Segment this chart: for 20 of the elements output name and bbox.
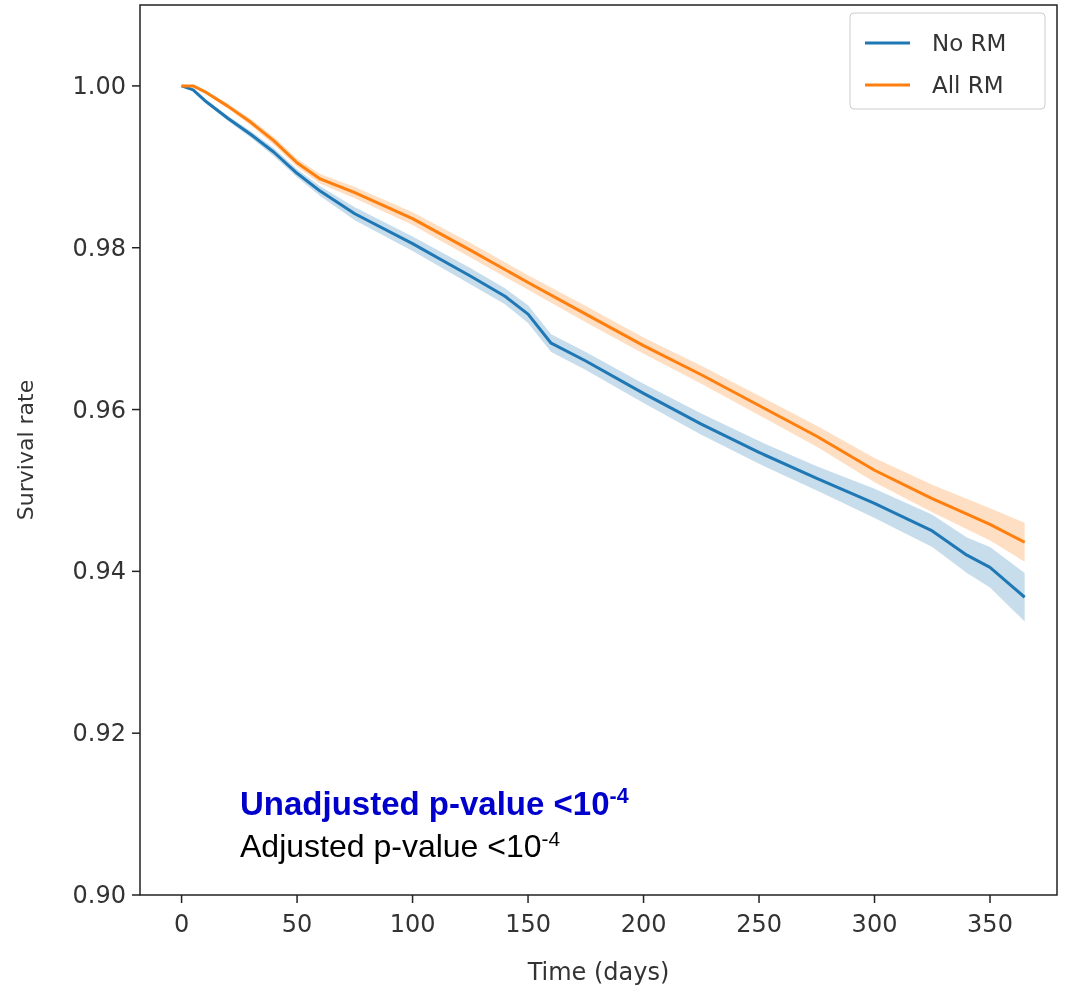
x-tick-label: 150	[505, 910, 551, 938]
y-tick-label: 0.96	[72, 395, 126, 424]
x-tick-label: 300	[851, 910, 898, 938]
x-tick-label: 0	[173, 910, 190, 938]
y-tick-label: 0.94	[72, 557, 126, 586]
annotation: Adjusted p-value <10$^{-4}$	[240, 826, 561, 864]
x-tick-label: 50	[281, 910, 313, 938]
y-axis-title: Survival rate	[13, 379, 38, 521]
x-tick-label: 350	[967, 910, 1013, 938]
y-tick-label: 0.92	[72, 719, 126, 748]
x-axis-title: Time (days)	[526, 958, 670, 986]
y-tick-label: 1.00	[72, 71, 126, 100]
x-tick-label: 250	[736, 910, 782, 938]
y-tick-label: 0.90	[72, 881, 126, 909]
legend-label: No RM	[932, 30, 1007, 56]
x-tick-label: 200	[620, 910, 667, 938]
annotation: Unadjusted p-value <10$^{-4}$	[240, 784, 629, 822]
y-tick-label: 0.98	[72, 233, 126, 262]
x-tick-label: 100	[389, 910, 436, 938]
legend-label: All RM	[932, 72, 1004, 98]
